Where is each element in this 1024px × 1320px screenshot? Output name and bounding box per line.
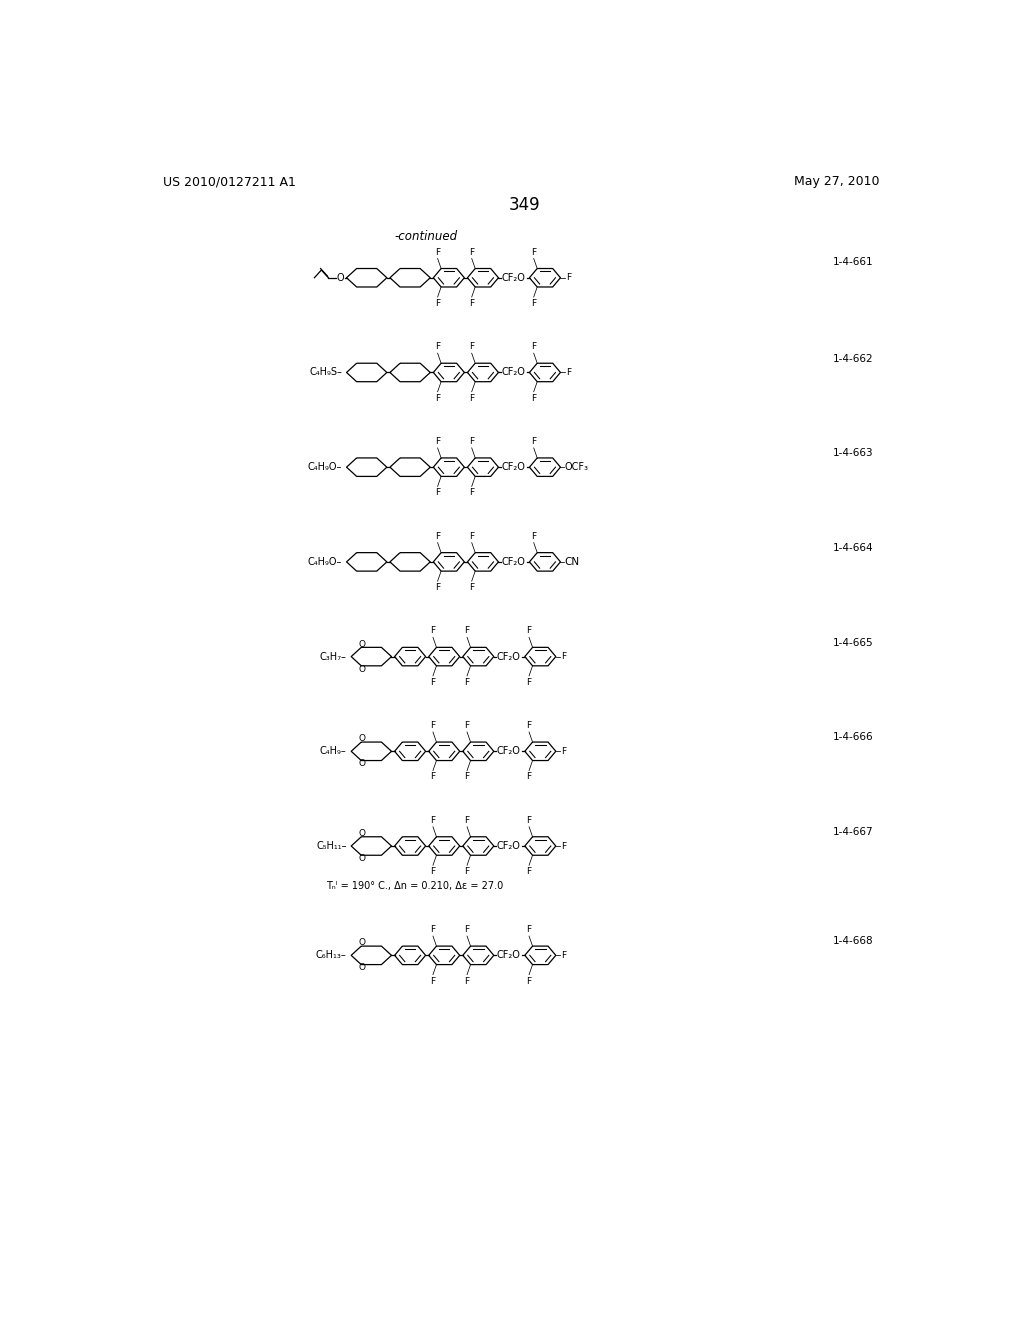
- Text: F: F: [435, 437, 440, 446]
- Text: F: F: [435, 248, 440, 256]
- Text: F: F: [531, 532, 537, 541]
- Text: CF₂O: CF₂O: [497, 652, 521, 661]
- Text: F: F: [430, 816, 435, 825]
- Text: C₆H₁₃–: C₆H₁₃–: [315, 950, 346, 961]
- Text: F: F: [465, 925, 470, 935]
- Text: F: F: [430, 627, 435, 635]
- Text: F: F: [430, 677, 435, 686]
- Text: CF₂O: CF₂O: [502, 273, 525, 282]
- Text: C₅H₁₁–: C₅H₁₁–: [316, 841, 346, 851]
- Text: 1-4-662: 1-4-662: [834, 354, 873, 363]
- Text: F: F: [526, 721, 531, 730]
- Text: F: F: [435, 298, 440, 308]
- Text: F: F: [430, 772, 435, 781]
- Text: F: F: [435, 342, 440, 351]
- Text: F: F: [465, 772, 470, 781]
- Text: O: O: [359, 829, 366, 838]
- Text: F: F: [469, 298, 474, 308]
- Text: CF₂O: CF₂O: [502, 462, 525, 473]
- Text: CF₂O: CF₂O: [497, 746, 521, 756]
- Text: 1-4-667: 1-4-667: [834, 828, 873, 837]
- Text: O: O: [359, 939, 366, 948]
- Text: F: F: [435, 583, 440, 593]
- Text: 1-4-668: 1-4-668: [834, 936, 873, 946]
- Text: F: F: [526, 977, 531, 986]
- Text: F: F: [566, 368, 571, 378]
- Text: C₄H₉S–: C₄H₉S–: [309, 367, 342, 378]
- Text: F: F: [465, 721, 470, 730]
- Text: F: F: [531, 342, 537, 351]
- Text: 349: 349: [509, 195, 541, 214]
- Text: 1-4-664: 1-4-664: [834, 543, 873, 553]
- Text: F: F: [561, 842, 566, 850]
- Text: 1-4-666: 1-4-666: [834, 733, 873, 742]
- Text: F: F: [430, 867, 435, 876]
- Text: -continued: -continued: [395, 231, 458, 243]
- Text: OCF₃: OCF₃: [564, 462, 589, 473]
- Text: F: F: [531, 248, 537, 256]
- Text: F: F: [469, 437, 474, 446]
- Text: F: F: [469, 488, 474, 498]
- Text: F: F: [531, 437, 537, 446]
- Text: F: F: [526, 627, 531, 635]
- Text: O: O: [359, 759, 366, 768]
- Text: Tₙᴵ = 190° C., Δn = 0.210, Δε = 27.0: Tₙᴵ = 190° C., Δn = 0.210, Δε = 27.0: [326, 880, 503, 891]
- Text: F: F: [561, 652, 566, 661]
- Text: F: F: [469, 342, 474, 351]
- Text: CF₂O: CF₂O: [497, 841, 521, 851]
- Text: C₃H₇–: C₃H₇–: [319, 652, 346, 661]
- Text: F: F: [526, 677, 531, 686]
- Text: F: F: [435, 532, 440, 541]
- Text: CF₂O: CF₂O: [502, 557, 525, 566]
- Text: F: F: [526, 925, 531, 935]
- Text: 1-4-663: 1-4-663: [834, 449, 873, 458]
- Text: O: O: [359, 854, 366, 863]
- Text: CF₂O: CF₂O: [502, 367, 525, 378]
- Text: May 27, 2010: May 27, 2010: [795, 176, 880, 187]
- Text: F: F: [469, 248, 474, 256]
- Text: O: O: [337, 273, 344, 282]
- Text: F: F: [465, 677, 470, 686]
- Text: F: F: [435, 488, 440, 498]
- Text: F: F: [430, 925, 435, 935]
- Text: F: F: [430, 721, 435, 730]
- Text: F: F: [566, 273, 571, 282]
- Text: F: F: [469, 583, 474, 593]
- Text: F: F: [561, 747, 566, 756]
- Text: F: F: [465, 627, 470, 635]
- Text: F: F: [531, 298, 537, 308]
- Text: US 2010/0127211 A1: US 2010/0127211 A1: [163, 176, 296, 187]
- Text: F: F: [465, 977, 470, 986]
- Text: F: F: [526, 772, 531, 781]
- Text: 1-4-661: 1-4-661: [834, 257, 873, 268]
- Text: F: F: [430, 977, 435, 986]
- Text: 1-4-665: 1-4-665: [834, 638, 873, 648]
- Text: CF₂O: CF₂O: [497, 950, 521, 961]
- Text: C₄H₉O–: C₄H₉O–: [307, 462, 342, 473]
- Text: F: F: [465, 816, 470, 825]
- Text: F: F: [526, 816, 531, 825]
- Text: F: F: [531, 393, 537, 403]
- Text: C₄H₉O–: C₄H₉O–: [307, 557, 342, 566]
- Text: F: F: [469, 393, 474, 403]
- Text: O: O: [359, 665, 366, 673]
- Text: C₄H₉–: C₄H₉–: [319, 746, 346, 756]
- Text: F: F: [465, 867, 470, 876]
- Text: O: O: [359, 964, 366, 973]
- Text: F: F: [526, 867, 531, 876]
- Text: F: F: [561, 950, 566, 960]
- Text: O: O: [359, 734, 366, 743]
- Text: F: F: [435, 393, 440, 403]
- Text: F: F: [469, 532, 474, 541]
- Text: O: O: [359, 639, 366, 648]
- Text: CN: CN: [564, 557, 580, 566]
